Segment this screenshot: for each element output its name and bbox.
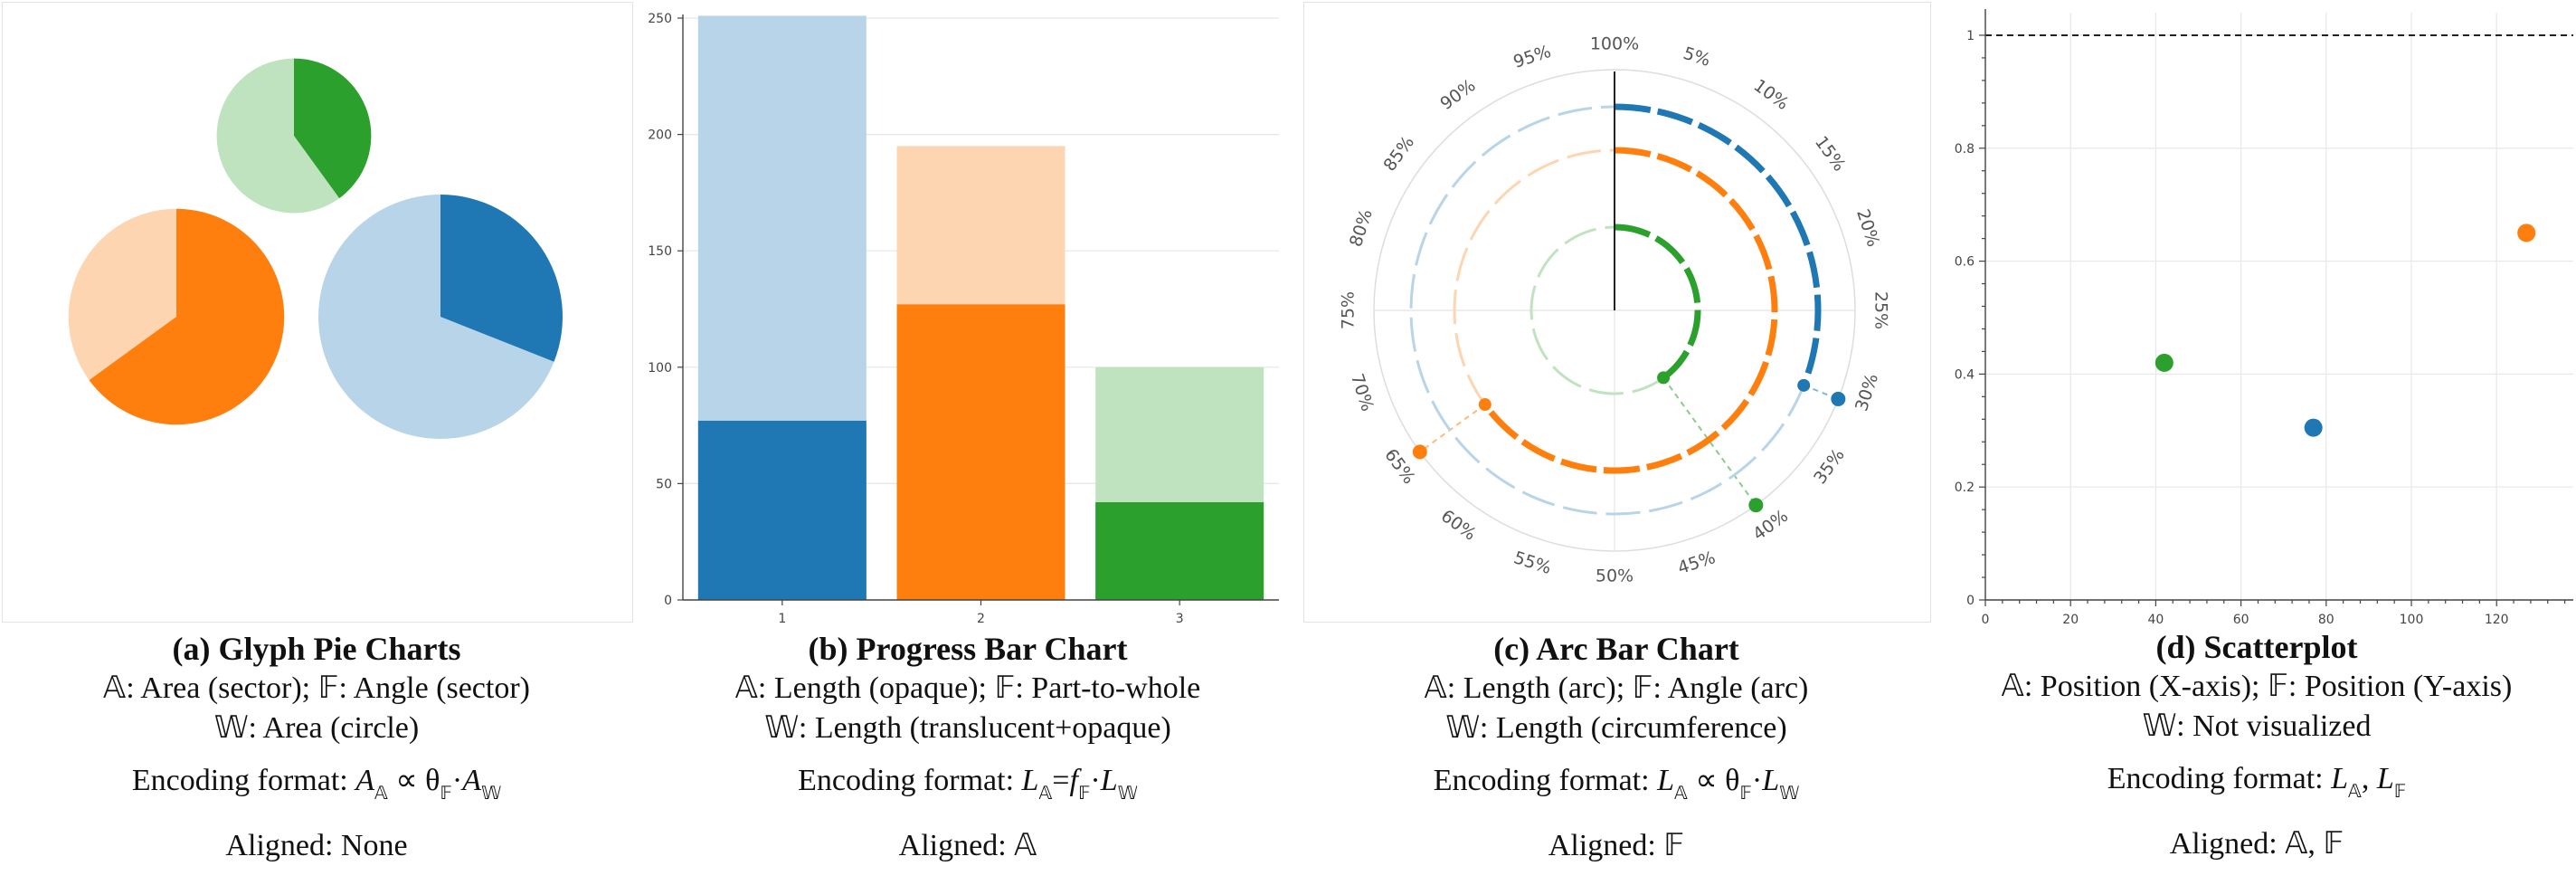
y-tick-label: 0: [1966, 594, 1975, 608]
caption-c-aligned: Aligned: 𝔽: [1548, 829, 1685, 862]
y-tick-label: 0.8: [1955, 142, 1975, 157]
caption-b-encoding: Encoding format: L𝔸=f𝔽·L𝕎: [798, 764, 1138, 804]
arc-blue-rim-dot: [1831, 391, 1846, 406]
arc-green-rim-dot: [1748, 498, 1764, 513]
caption-d: (d) Scatterplot 𝔸: Position (X-axis); 𝔽:…: [1949, 627, 2564, 864]
caption-d-aligned: Aligned: 𝔸, 𝔽: [2169, 827, 2344, 861]
angle-label: 100%: [1590, 34, 1639, 54]
encoding-label: Encoding format:: [798, 764, 1022, 797]
arc-orange-end-dot: [1478, 398, 1492, 412]
arc-green-end-dot: [1657, 371, 1671, 385]
encoding-label: Encoding format:: [131, 764, 356, 797]
x-tick-label: 100: [2400, 613, 2424, 627]
caption-a-aligned: Aligned: None: [225, 829, 408, 862]
arc-green-part: [1614, 224, 1701, 381]
pie-orange-whole-sector: [68, 208, 176, 381]
pie-green-part-sector: [294, 58, 372, 199]
y-tick-label: 0.4: [1955, 367, 1975, 382]
angle-label: 25%: [1871, 291, 1891, 329]
scatter-point-orange: [2517, 224, 2536, 243]
x-tick-label: 40: [2147, 613, 2164, 627]
caption-b-line1: 𝔸: Length (opaque); 𝔽: Part-to-whole: [734, 671, 1201, 705]
pie-blue-part-sector: [440, 195, 563, 362]
x-tick-label: 2: [977, 612, 985, 626]
x-tick-label: 80: [2318, 613, 2334, 627]
y-tick-label: 50: [656, 477, 672, 491]
y-tick-label: 1: [1966, 29, 1975, 43]
encoding-label: Encoding format:: [2107, 762, 2332, 795]
arc-blue-part: [1614, 103, 1822, 387]
arc-orange-rim-dot: [1412, 444, 1427, 460]
arc-orange-whole: [1453, 148, 1615, 405]
angle-label: 50%: [1596, 566, 1634, 586]
caption-d-line1: 𝔸: Position (X-axis); 𝔽: Position (Y-axi…: [2001, 670, 2513, 703]
scatterplot: 0 20 40 60 80 100 120 0 0.2 0.4 0.6 0.8 1: [1955, 9, 2573, 627]
scatter-point-green: [2155, 353, 2174, 372]
encoding-label: Encoding format:: [1433, 764, 1658, 797]
arc-green-whole: [1530, 225, 1664, 395]
arc-bar-chart: 100% 5%10%15%20%25%30%35%40%45%50%55%60%6…: [1339, 34, 1891, 586]
caption-b-title: (b) Progress Bar Chart: [808, 631, 1128, 667]
caption-c: (c) Arc Bar Chart 𝔸: Length (arc); 𝔽: An…: [1300, 629, 1933, 866]
y-tick-label: 0.6: [1955, 255, 1975, 270]
bar-3-part: [1095, 501, 1264, 600]
caption-c-line1: 𝔸: Length (arc); 𝔽: Angle (arc): [1424, 671, 1809, 705]
caption-d-title: (d) Scatterplot: [2155, 629, 2358, 665]
x-tick-label: 1: [778, 612, 786, 626]
bar-2-part: [896, 304, 1065, 600]
caption-a: (a) Glyph Pie Charts 𝔸: Area (sector); 𝔽…: [0, 629, 633, 866]
caption-c-title: (c) Arc Bar Chart: [1493, 631, 1739, 667]
pie-green-whole-sector: [216, 58, 340, 214]
arc-orange-leader-line: [1419, 404, 1486, 453]
pie-blue-whole-sector: [317, 195, 554, 439]
y-tick-label: 0: [664, 594, 672, 608]
scatter-point-blue: [2304, 418, 2323, 437]
caption-d-encoding: Encoding format: L𝔸, L𝔽: [2107, 762, 2407, 802]
bar-1-part: [697, 420, 867, 600]
glyph-pie-chart: [68, 58, 563, 439]
arc-blue-end-dot: [1797, 378, 1811, 392]
angle-label: 75%: [1339, 291, 1359, 329]
x-tick-label: 120: [2485, 613, 2509, 627]
y-tick-label: 100: [648, 361, 672, 376]
pie-orange-part-sector: [89, 208, 285, 425]
caption-c-encoding: Encoding format: L𝔸 ∝ θ𝔽·L𝕎: [1433, 764, 1800, 804]
caption-a-line2: 𝕎: Area (circle): [213, 711, 420, 745]
caption-b-line2: 𝕎: Length (translucent+opaque): [764, 711, 1171, 745]
caption-b-aligned: Aligned: 𝔸: [898, 829, 1037, 862]
caption-a-line1: 𝔸: Area (sector); 𝔽: Angle (sector): [103, 671, 530, 705]
x-tick-label: 60: [2233, 613, 2249, 627]
caption-c-line2: 𝕎: Length (circumference): [1445, 711, 1787, 745]
caption-a-encoding: Encoding format: A𝔸 ∝ θ𝔽·A𝕎: [131, 764, 502, 804]
arc-green-leader-line: [1662, 376, 1757, 506]
y-tick-label: 150: [648, 244, 672, 259]
arc-blue-whole: [1409, 105, 1805, 516]
x-tick-label: 0: [1982, 613, 1990, 627]
y-tick-label: 200: [648, 128, 672, 143]
arc-orange-part: [1482, 147, 1778, 474]
caption-b: (b) Progress Bar Chart 𝔸: Length (opaque…: [651, 629, 1284, 866]
progress-bar-chart: 0 50 100 150 200 250 1 2 3: [648, 12, 1279, 626]
caption-a-title: (a) Glyph Pie Charts: [172, 631, 461, 667]
x-tick-label: 20: [2062, 613, 2079, 627]
caption-d-line2: 𝕎: Not visualized: [2142, 709, 2372, 743]
x-tick-label: 3: [1176, 612, 1184, 626]
y-tick-label: 0.2: [1955, 481, 1975, 495]
y-tick-label: 250: [648, 12, 672, 26]
